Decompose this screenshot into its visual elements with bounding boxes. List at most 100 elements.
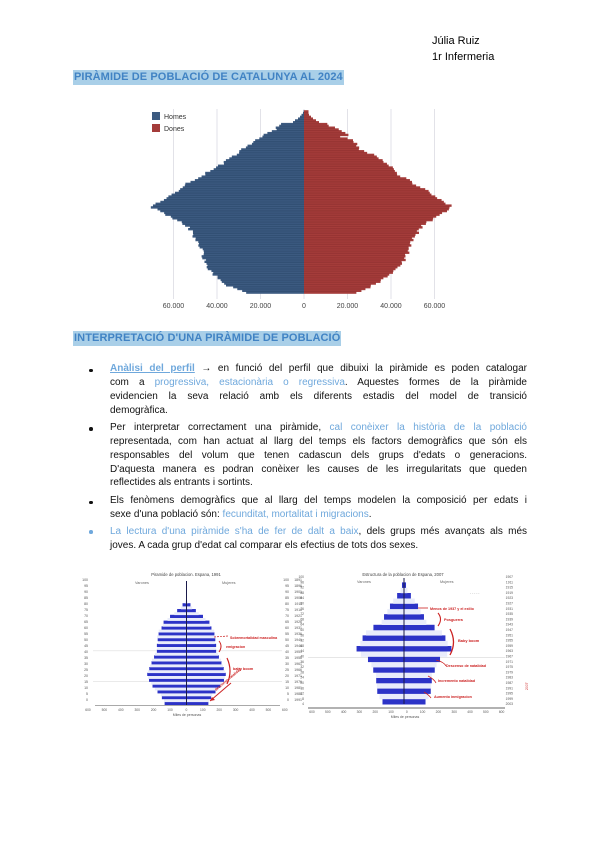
svg-text:24: 24 bbox=[300, 676, 304, 680]
svg-text:0: 0 bbox=[185, 708, 187, 712]
svg-text:500: 500 bbox=[325, 710, 331, 714]
svg-text:0: 0 bbox=[86, 698, 88, 702]
svg-text:44: 44 bbox=[300, 649, 304, 653]
svg-text:85: 85 bbox=[285, 596, 289, 600]
svg-text:1896: 1896 bbox=[294, 584, 302, 588]
svg-text:50: 50 bbox=[285, 638, 289, 642]
svg-text:1921: 1921 bbox=[294, 614, 302, 618]
svg-text:baby boom: baby boom bbox=[233, 667, 254, 671]
svg-text:0: 0 bbox=[302, 303, 306, 310]
svg-text:30: 30 bbox=[285, 662, 289, 666]
svg-text:80: 80 bbox=[285, 602, 289, 606]
svg-text:100: 100 bbox=[388, 710, 394, 714]
svg-text:1901: 1901 bbox=[294, 590, 302, 594]
svg-text:200: 200 bbox=[151, 708, 157, 712]
svg-text:20: 20 bbox=[84, 674, 88, 678]
svg-text:68: 68 bbox=[300, 617, 304, 621]
svg-text:1906: 1906 bbox=[294, 596, 302, 600]
svg-text:2007: 2007 bbox=[525, 682, 529, 690]
svg-text:0: 0 bbox=[406, 710, 408, 714]
svg-text:Mujeres: Mujeres bbox=[440, 580, 454, 584]
svg-text:100: 100 bbox=[420, 710, 426, 714]
svg-text:1986: 1986 bbox=[294, 692, 302, 696]
svg-text:64: 64 bbox=[300, 623, 304, 627]
svg-text:75: 75 bbox=[285, 608, 289, 612]
svg-text:70: 70 bbox=[285, 614, 289, 618]
svg-text:Varones: Varones bbox=[135, 581, 149, 585]
svg-text:30: 30 bbox=[84, 662, 88, 666]
svg-text:1979: 1979 bbox=[506, 670, 514, 674]
svg-text:1956: 1956 bbox=[294, 656, 302, 660]
svg-text:400: 400 bbox=[249, 708, 255, 712]
svg-text:35: 35 bbox=[84, 656, 88, 660]
svg-text:600: 600 bbox=[499, 710, 505, 714]
svg-text:300: 300 bbox=[451, 710, 457, 714]
svg-text:65: 65 bbox=[285, 620, 289, 624]
svg-text:1999: 1999 bbox=[506, 697, 514, 701]
svg-text:2003: 2003 bbox=[506, 702, 514, 706]
svg-text:1991: 1991 bbox=[506, 686, 514, 690]
svg-text:500: 500 bbox=[102, 708, 108, 712]
svg-text:1981: 1981 bbox=[294, 686, 302, 690]
svg-text:75: 75 bbox=[84, 608, 88, 612]
svg-text:1941: 1941 bbox=[294, 638, 302, 642]
svg-text:1946: 1946 bbox=[294, 644, 302, 648]
svg-text:1976: 1976 bbox=[294, 680, 302, 684]
svg-text:10: 10 bbox=[84, 686, 88, 690]
svg-text:500: 500 bbox=[483, 710, 489, 714]
svg-text:200: 200 bbox=[216, 708, 222, 712]
svg-text:1891: 1891 bbox=[294, 578, 302, 582]
svg-text:1923: 1923 bbox=[506, 596, 514, 600]
svg-text:45: 45 bbox=[285, 644, 289, 648]
svg-text:92: 92 bbox=[300, 586, 304, 590]
svg-text:10: 10 bbox=[285, 686, 289, 690]
svg-text:40: 40 bbox=[300, 655, 304, 659]
svg-text:Posguerra: Posguerra bbox=[444, 618, 464, 622]
svg-text:- - - - -: - - - - - bbox=[470, 591, 479, 595]
svg-text:Descenso de natalidad: Descenso de natalidad bbox=[446, 664, 487, 668]
svg-text:60: 60 bbox=[285, 626, 289, 630]
svg-text:600: 600 bbox=[282, 708, 288, 712]
svg-text:85: 85 bbox=[84, 596, 88, 600]
svg-text:1919: 1919 bbox=[506, 591, 514, 595]
svg-text:300: 300 bbox=[134, 708, 140, 712]
svg-text:1931: 1931 bbox=[294, 626, 302, 630]
svg-text:35: 35 bbox=[285, 656, 289, 660]
svg-text:200: 200 bbox=[372, 710, 378, 714]
svg-text:40: 40 bbox=[285, 650, 289, 654]
svg-text:100: 100 bbox=[200, 708, 206, 712]
svg-text:1939: 1939 bbox=[506, 617, 514, 621]
svg-text:1907: 1907 bbox=[506, 575, 514, 579]
svg-text:1971: 1971 bbox=[506, 660, 514, 664]
svg-text:Varones: Varones bbox=[357, 580, 371, 584]
svg-text:Sobremortalidad masculina: Sobremortalidad masculina bbox=[230, 636, 278, 640]
svg-text:1935: 1935 bbox=[506, 612, 514, 616]
svg-text:Aumento inmigracion: Aumento inmigracion bbox=[434, 695, 473, 699]
svg-text:95: 95 bbox=[285, 584, 289, 588]
svg-text:600: 600 bbox=[85, 708, 91, 712]
svg-text:400: 400 bbox=[467, 710, 473, 714]
svg-text:1955: 1955 bbox=[506, 639, 514, 643]
svg-text:1947: 1947 bbox=[506, 628, 514, 632]
svg-text:100: 100 bbox=[167, 708, 173, 712]
svg-text:20: 20 bbox=[285, 674, 289, 678]
svg-text:1971: 1971 bbox=[294, 674, 302, 678]
svg-text:1975: 1975 bbox=[506, 665, 514, 669]
svg-text:Miles de personas: Miles de personas bbox=[173, 713, 202, 717]
svg-text:60: 60 bbox=[300, 628, 304, 632]
svg-text:600: 600 bbox=[309, 710, 315, 714]
svg-text:1963: 1963 bbox=[506, 649, 514, 653]
svg-text:1915: 1915 bbox=[506, 586, 514, 590]
svg-text:1927: 1927 bbox=[506, 602, 514, 606]
svg-text:Menos de 1937 y el exilio: Menos de 1937 y el exilio bbox=[430, 607, 475, 611]
svg-text:95: 95 bbox=[84, 584, 88, 588]
svg-text:28: 28 bbox=[300, 670, 304, 674]
svg-text:1961: 1961 bbox=[294, 662, 302, 666]
svg-text:84: 84 bbox=[300, 596, 304, 600]
svg-text:400: 400 bbox=[118, 708, 124, 712]
svg-text:55: 55 bbox=[285, 632, 289, 636]
svg-text:60.000: 60.000 bbox=[163, 303, 185, 310]
svg-text:15: 15 bbox=[285, 680, 289, 684]
svg-text:Estructura de la poblacion de: Estructura de la poblacion de Espana, 20… bbox=[362, 572, 444, 577]
svg-text:5: 5 bbox=[86, 692, 88, 696]
